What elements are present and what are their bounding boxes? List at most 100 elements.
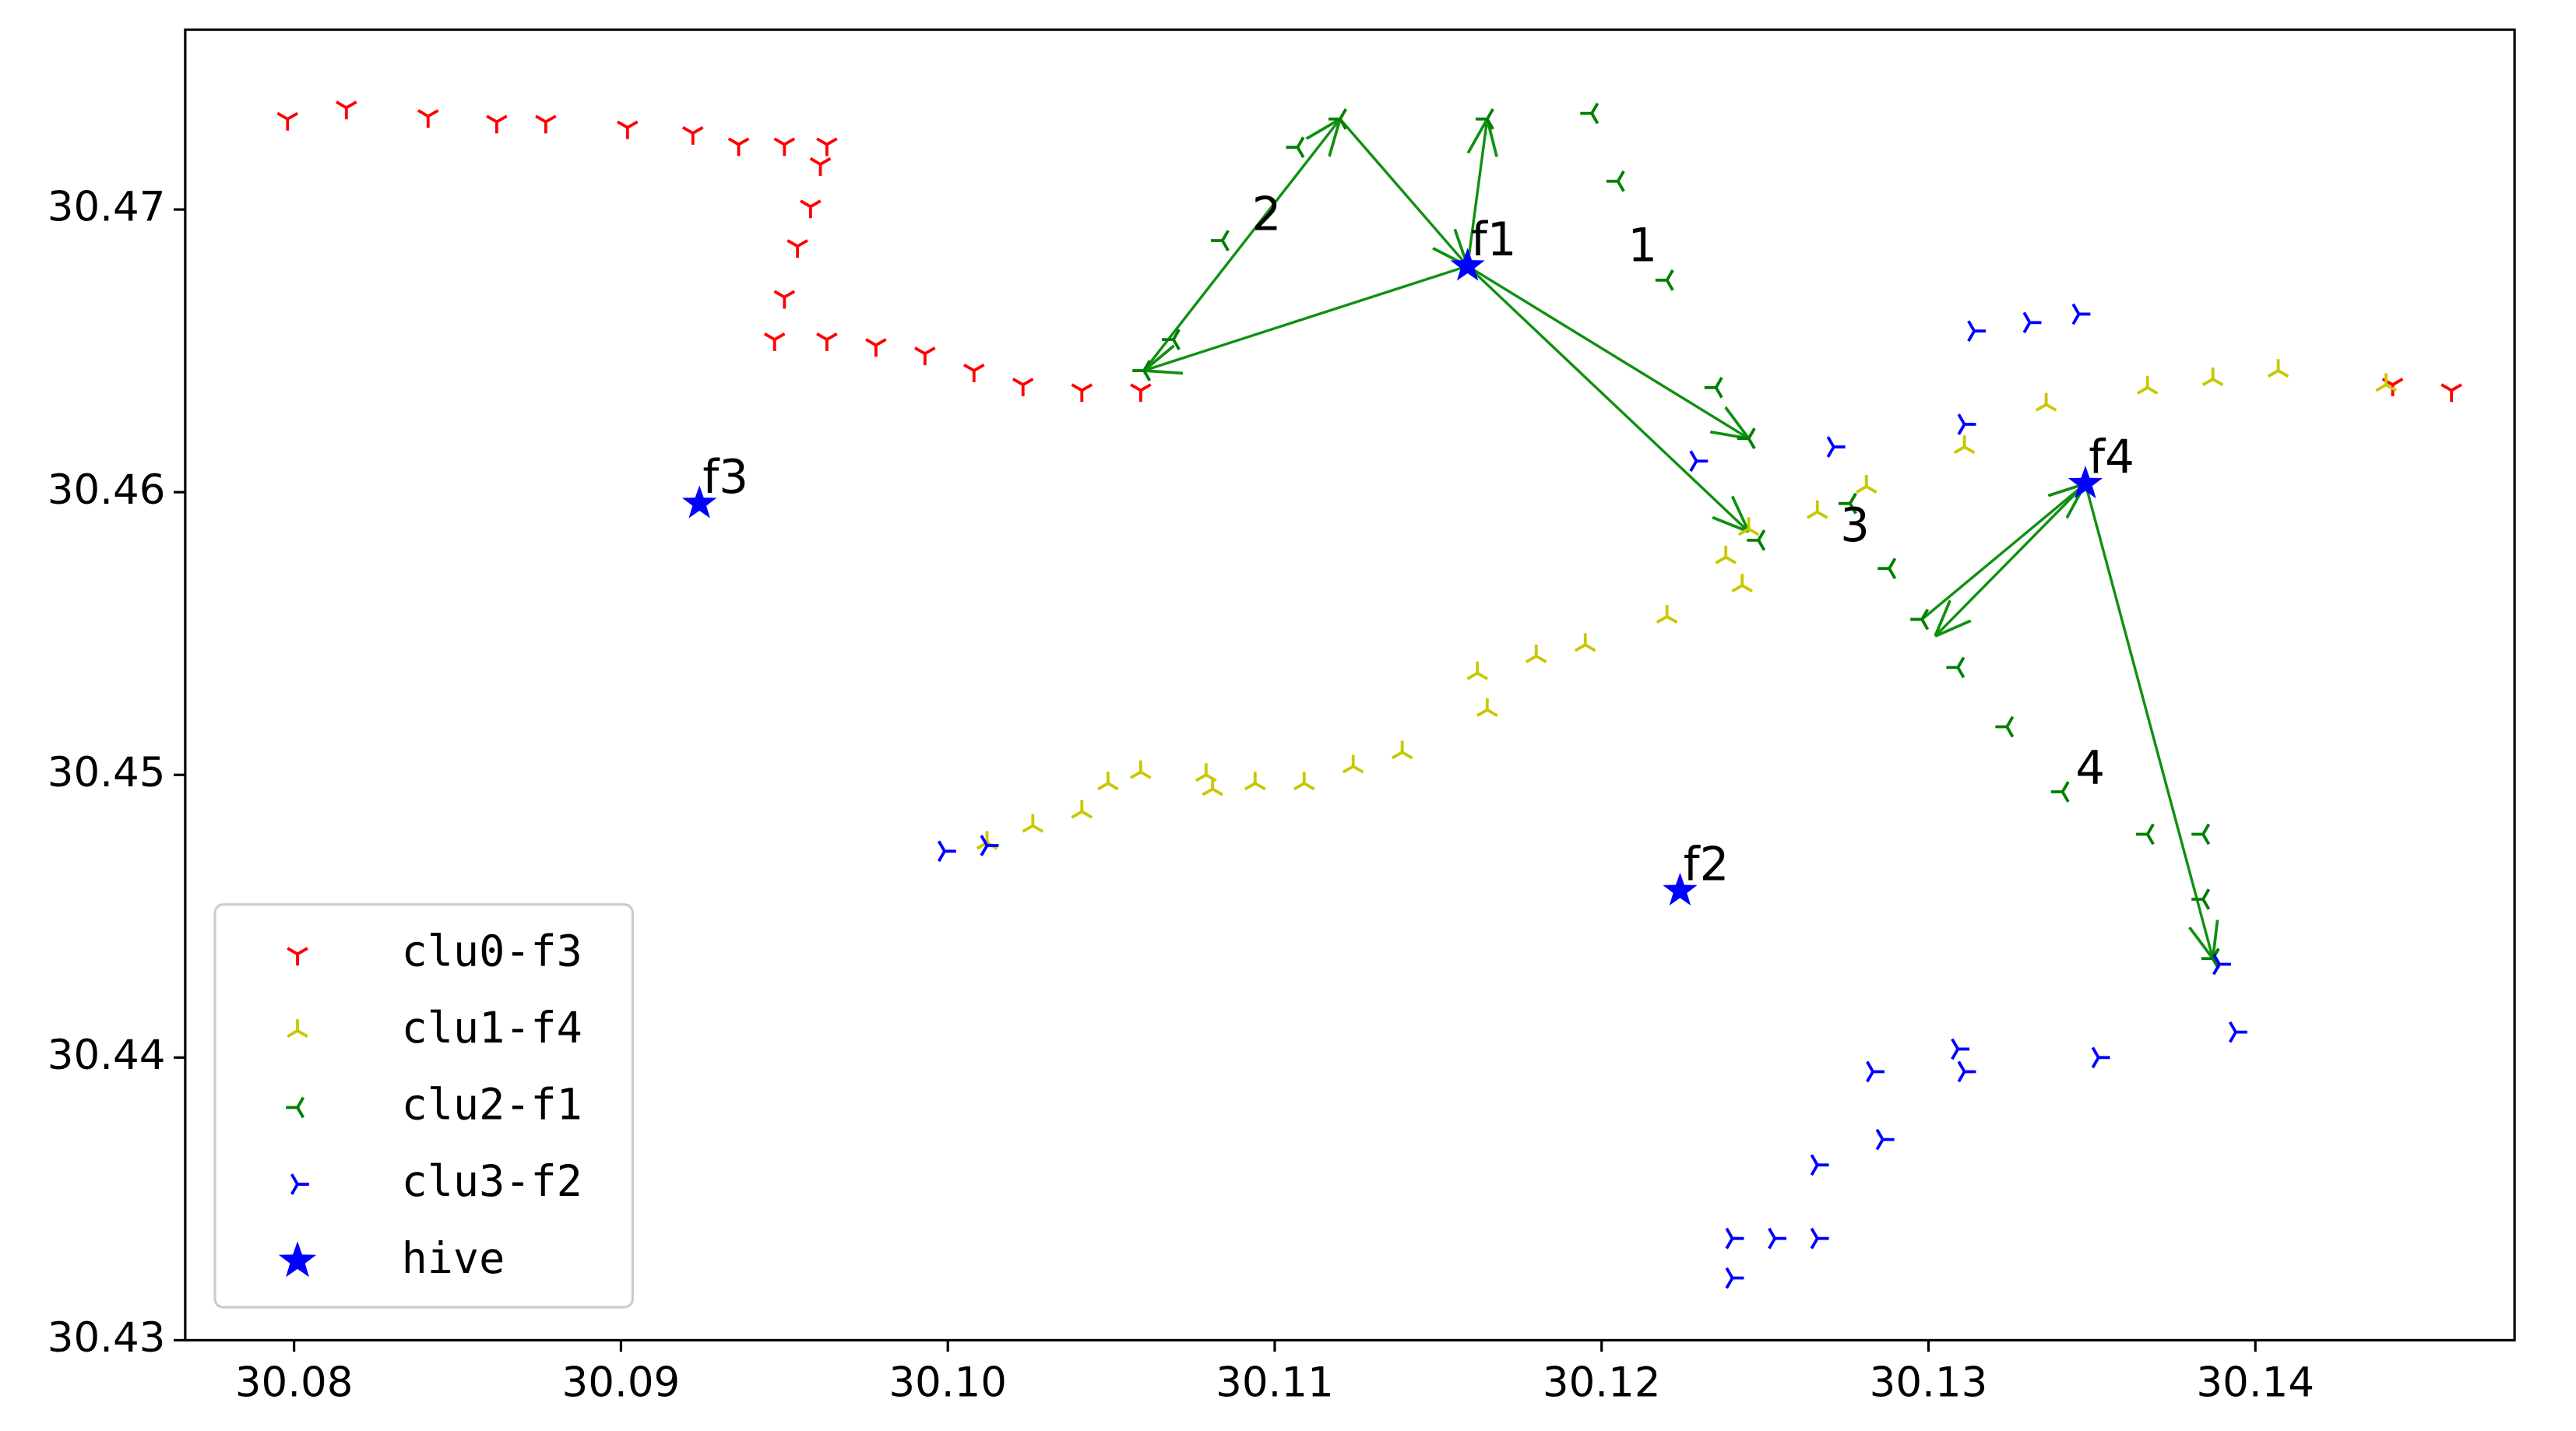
x-tick-label: 30.08 bbox=[235, 1359, 354, 1406]
point bbox=[276, 111, 299, 131]
point bbox=[937, 840, 956, 863]
point bbox=[816, 332, 838, 351]
point bbox=[1995, 716, 2015, 738]
arrows bbox=[1144, 119, 2213, 958]
x-tick-label: 30.13 bbox=[1870, 1359, 1988, 1406]
route-arrow bbox=[2084, 483, 2213, 958]
legend-marker bbox=[278, 1241, 317, 1278]
legend-label: hive bbox=[402, 1233, 505, 1283]
point bbox=[787, 239, 808, 258]
point bbox=[1725, 1227, 1744, 1250]
annotation: f2 bbox=[1684, 838, 1730, 891]
point bbox=[336, 100, 357, 120]
annotation: 1 bbox=[1628, 218, 1657, 272]
point bbox=[1244, 772, 1266, 791]
annotation: f1 bbox=[1471, 213, 1517, 266]
point bbox=[1875, 1128, 1895, 1151]
point bbox=[2091, 1046, 2110, 1069]
point bbox=[816, 137, 838, 156]
point bbox=[1855, 475, 1877, 494]
point bbox=[1161, 329, 1181, 350]
legend: clu0-f3 clu1-f4 clu2-f1 clu3-f2 hive bbox=[213, 903, 634, 1309]
point bbox=[1525, 644, 1547, 663]
point bbox=[1655, 269, 1674, 291]
point bbox=[1342, 754, 1364, 774]
point bbox=[681, 485, 717, 519]
legend-marker bbox=[286, 1096, 305, 1119]
point bbox=[1606, 170, 1625, 192]
point bbox=[2071, 303, 2091, 325]
legend-label: clu3-f2 bbox=[402, 1156, 582, 1206]
point bbox=[727, 137, 750, 156]
route-arrow bbox=[1466, 265, 1749, 532]
point bbox=[1731, 574, 1754, 593]
legend-label: clu0-f3 bbox=[402, 926, 582, 976]
point bbox=[1132, 360, 1152, 381]
legend-marker bbox=[287, 947, 308, 966]
point bbox=[1476, 698, 1498, 717]
point bbox=[1715, 545, 1737, 564]
point bbox=[1737, 427, 1756, 449]
point bbox=[2050, 781, 2070, 803]
point bbox=[2067, 465, 2103, 499]
route-arrow bbox=[1921, 483, 2085, 621]
annotation: f3 bbox=[702, 450, 748, 504]
point bbox=[913, 346, 936, 366]
point bbox=[1967, 320, 1987, 343]
legend-label: clu2-f1 bbox=[402, 1080, 582, 1130]
point bbox=[681, 125, 704, 145]
point bbox=[809, 156, 832, 176]
annotation: 3 bbox=[1840, 498, 1870, 552]
point bbox=[1704, 377, 1723, 399]
route-arrow bbox=[1339, 118, 1468, 266]
point bbox=[1130, 383, 1152, 403]
point bbox=[2022, 311, 2042, 334]
point bbox=[1768, 1227, 1787, 1250]
point bbox=[2267, 359, 2289, 378]
point bbox=[1012, 378, 1034, 397]
point bbox=[2375, 373, 2397, 392]
point bbox=[1130, 760, 1152, 779]
y-tick-label: 30.46 bbox=[48, 466, 166, 514]
point bbox=[800, 199, 822, 219]
point bbox=[2228, 1021, 2247, 1043]
point bbox=[1957, 1060, 1976, 1083]
point bbox=[980, 835, 999, 856]
point bbox=[1877, 557, 1897, 579]
x-tick-label: 30.09 bbox=[562, 1359, 681, 1406]
point bbox=[1957, 413, 1976, 435]
point bbox=[773, 290, 796, 309]
point bbox=[1725, 1267, 1744, 1289]
point bbox=[773, 137, 796, 156]
point bbox=[1826, 436, 1846, 458]
point bbox=[1195, 763, 1217, 782]
point bbox=[1747, 529, 1766, 551]
x-tick-label: 30.10 bbox=[889, 1359, 1007, 1406]
point bbox=[1293, 772, 1315, 791]
point bbox=[1580, 102, 1599, 125]
point bbox=[486, 114, 508, 134]
y-tick-label: 30.45 bbox=[48, 749, 166, 796]
point bbox=[1737, 517, 1760, 536]
annotation: f4 bbox=[2089, 431, 2134, 484]
y-tick-label: 30.44 bbox=[48, 1032, 166, 1079]
point bbox=[617, 120, 639, 139]
point bbox=[1953, 435, 1976, 455]
point bbox=[2191, 888, 2211, 910]
point bbox=[763, 332, 786, 351]
point bbox=[1866, 1060, 1884, 1083]
point bbox=[1328, 108, 1347, 130]
legend-marker bbox=[290, 1173, 309, 1195]
point bbox=[2212, 953, 2231, 976]
point bbox=[1806, 500, 1828, 519]
legend-label: clu1-f4 bbox=[402, 1003, 582, 1053]
point bbox=[1946, 656, 1965, 679]
marks bbox=[276, 100, 2462, 1289]
legend-box bbox=[213, 903, 634, 1309]
x-tick-label: 30.14 bbox=[2196, 1359, 2314, 1406]
point bbox=[865, 338, 887, 357]
point bbox=[1689, 450, 1709, 473]
point bbox=[1202, 777, 1224, 796]
route-arrow bbox=[1466, 265, 1749, 438]
annotation: 2 bbox=[1252, 187, 1282, 241]
